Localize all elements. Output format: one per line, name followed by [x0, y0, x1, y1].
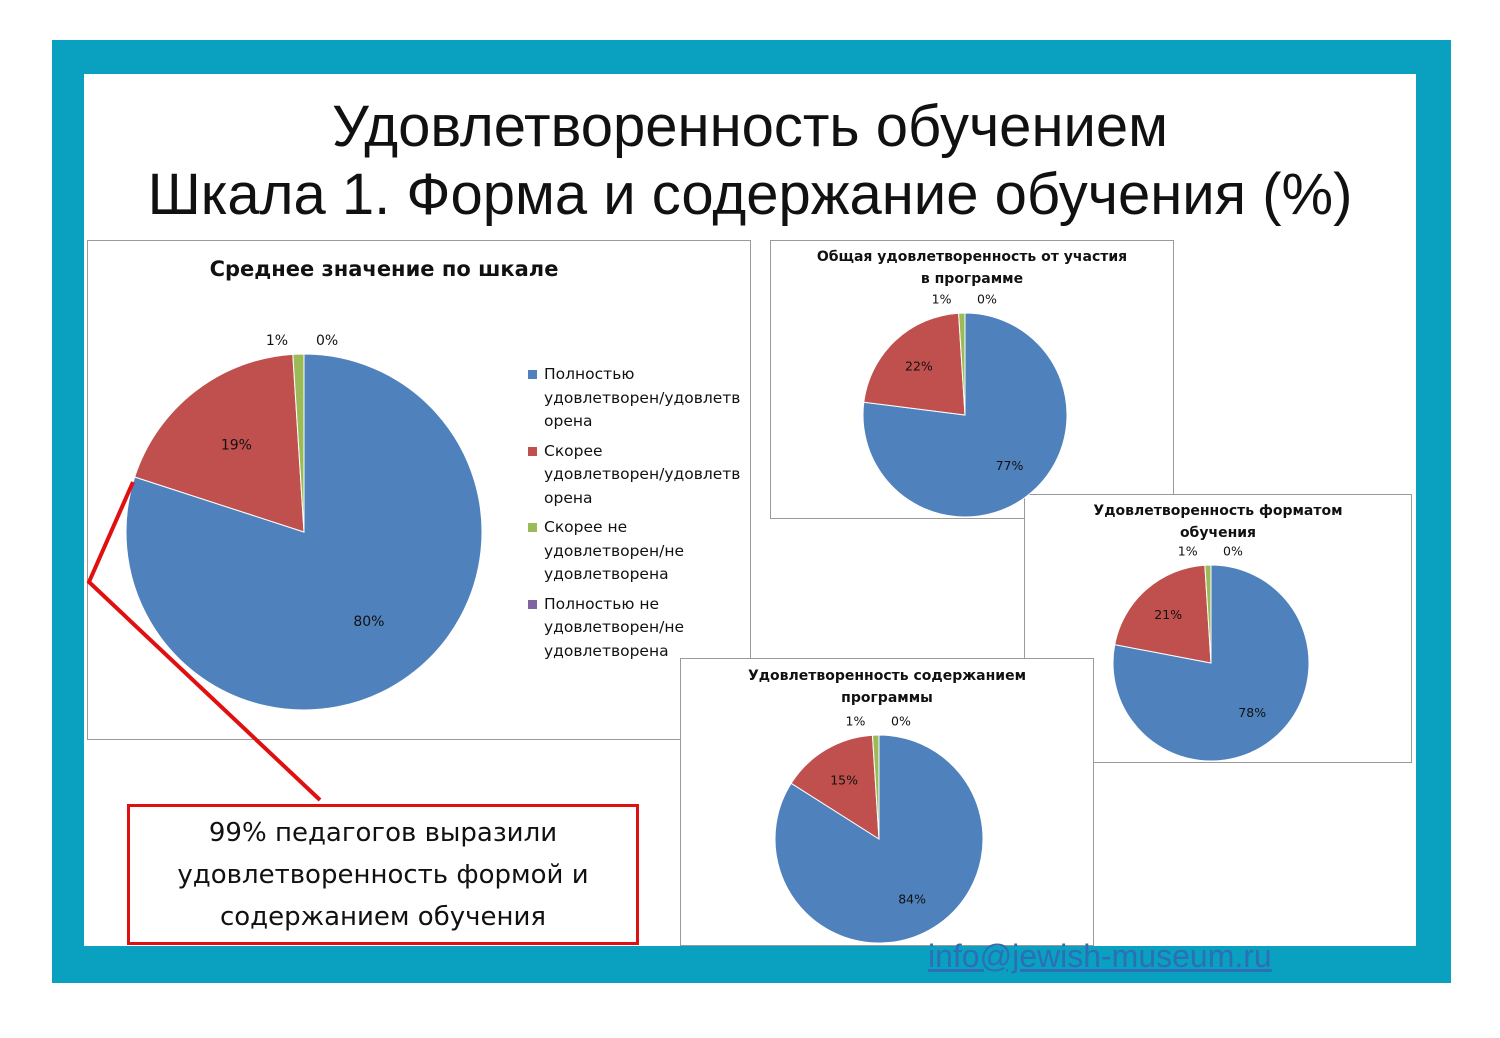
legend-line: удовлетворена [544, 641, 669, 660]
legend-item: Полностью удовлетворен/удовлетв орена [528, 363, 748, 434]
legend-line: удовлетворен/не [544, 618, 684, 636]
legend-item: Скорее не удовлетворен/не удовлетворена [528, 516, 748, 587]
legend-line: удовлетворен/не [544, 541, 684, 560]
chart-format-title: Удовлетворенность форматом обучения [1093, 503, 1343, 541]
email-link[interactable]: info@jewish-museum.ru [928, 938, 1272, 974]
legend-swatch-not [528, 599, 537, 609]
legend-line: орена [544, 488, 593, 507]
main-chart-panel: Среднее значение по шкале Полностью удов… [87, 240, 751, 740]
legend-line: удовлетворен/удовлетв [544, 388, 741, 407]
chart-content-title: Удовлетворенность содержанием программы [747, 668, 1027, 706]
legend-item: Скорее удовлетворен/удовлетв орена [528, 440, 748, 511]
legend-line: удовлетворен/удовлетв [544, 465, 741, 483]
legend-line: Полностью [544, 365, 635, 383]
legend-swatch-full [528, 370, 537, 379]
main-chart-title: Среднее значение по шкале [209, 257, 559, 281]
legend-line: удовлетворена [544, 565, 669, 583]
slide-title-line1: Удовлетворенность обучением [331, 94, 1168, 159]
legend-line: орена [544, 412, 593, 430]
chart-overall-title: Общая удовлетворенность от участия в про… [816, 249, 1128, 287]
chart-content-panel: Удовлетворенность содержанием программы [680, 658, 1094, 946]
legend-swatch-rather [528, 446, 537, 456]
callout-box: 99% педагогов выразили удовлетворенность… [127, 804, 639, 945]
legend: Полностью удовлетворен/удовлетв орена Ск… [528, 363, 748, 663]
slide-title-line2: Шкала 1. Форма и содержание обучения (%) [147, 162, 1353, 227]
legend-line: Скорее [544, 441, 603, 460]
legend-item: Полностью не удовлетворен/не удовлетворе… [528, 593, 748, 664]
chart-overall-panel: Общая удовлетворенность от участия в про… [770, 240, 1174, 519]
legend-swatch-rather-not [528, 523, 537, 532]
legend-line: Полностью не [544, 594, 659, 613]
legend-line: Скорее не [544, 518, 628, 536]
